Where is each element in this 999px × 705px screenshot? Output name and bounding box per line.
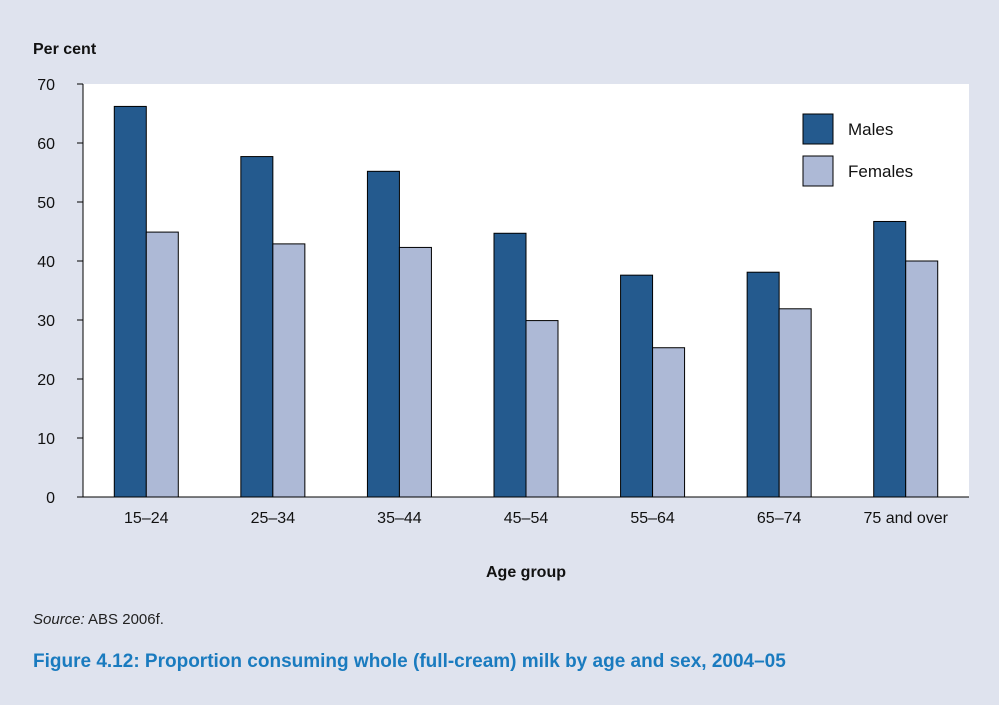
- legend-label-females: Females: [848, 162, 913, 181]
- source-label: Source:: [33, 611, 85, 628]
- bar-females: [272, 243, 306, 498]
- source-text: ABS 2006f.: [88, 611, 164, 628]
- y-tick-label: 50: [37, 195, 55, 212]
- legend-swatch-females: [802, 155, 834, 187]
- bar-males: [366, 170, 400, 498]
- legend-label-males: Males: [848, 120, 893, 139]
- bar-chart: Per cent Age group 0 10 20 30 40 50 60 70 15–24…: [33, 41, 969, 581]
- x-tick-label: 65–74: [757, 510, 802, 527]
- bar-females: [525, 320, 559, 498]
- legend-swatch-males: [802, 113, 834, 145]
- y-axis: 0 10 20 30 40 50 60 70: [37, 77, 83, 507]
- x-axis: 15–24 25–34 35–44 45–54 55–64 65–74 75 and ove…: [124, 510, 949, 527]
- x-tick-label: 45–54: [504, 510, 549, 527]
- y-tick-label: 30: [37, 313, 55, 330]
- bar-males: [493, 232, 527, 498]
- y-tick-label: 10: [37, 431, 55, 448]
- x-axis-title: Age group: [486, 564, 566, 581]
- bar-males: [873, 220, 907, 498]
- bar-males: [240, 156, 274, 498]
- x-tick-label: 15–24: [124, 510, 169, 527]
- y-tick-label: 0: [46, 490, 55, 507]
- figure-caption: Figure 4.12: Proportion consuming whole …: [33, 651, 786, 672]
- bar-males: [746, 271, 780, 498]
- bar-females: [652, 347, 686, 498]
- bar-females: [778, 308, 812, 498]
- bar-males: [620, 274, 654, 498]
- x-tick-label: 55–64: [630, 510, 675, 527]
- y-axis-title: Per cent: [33, 41, 97, 58]
- y-tick-label: 20: [37, 372, 55, 389]
- y-tick-label: 60: [37, 136, 55, 153]
- y-tick-label: 70: [37, 77, 55, 94]
- y-tick-label: 40: [37, 254, 55, 271]
- x-tick-label: 75 and over: [863, 510, 948, 527]
- x-tick-label: 25–34: [251, 510, 296, 527]
- bar-females: [398, 246, 432, 498]
- bars-group: [113, 105, 939, 498]
- bar-males: [113, 105, 147, 498]
- bar-females: [145, 231, 179, 498]
- source-note: Source: ABS 2006f.: [33, 611, 164, 628]
- x-tick-label: 35–44: [377, 510, 422, 527]
- bar-females: [905, 260, 939, 498]
- legend: Males Females: [802, 113, 913, 187]
